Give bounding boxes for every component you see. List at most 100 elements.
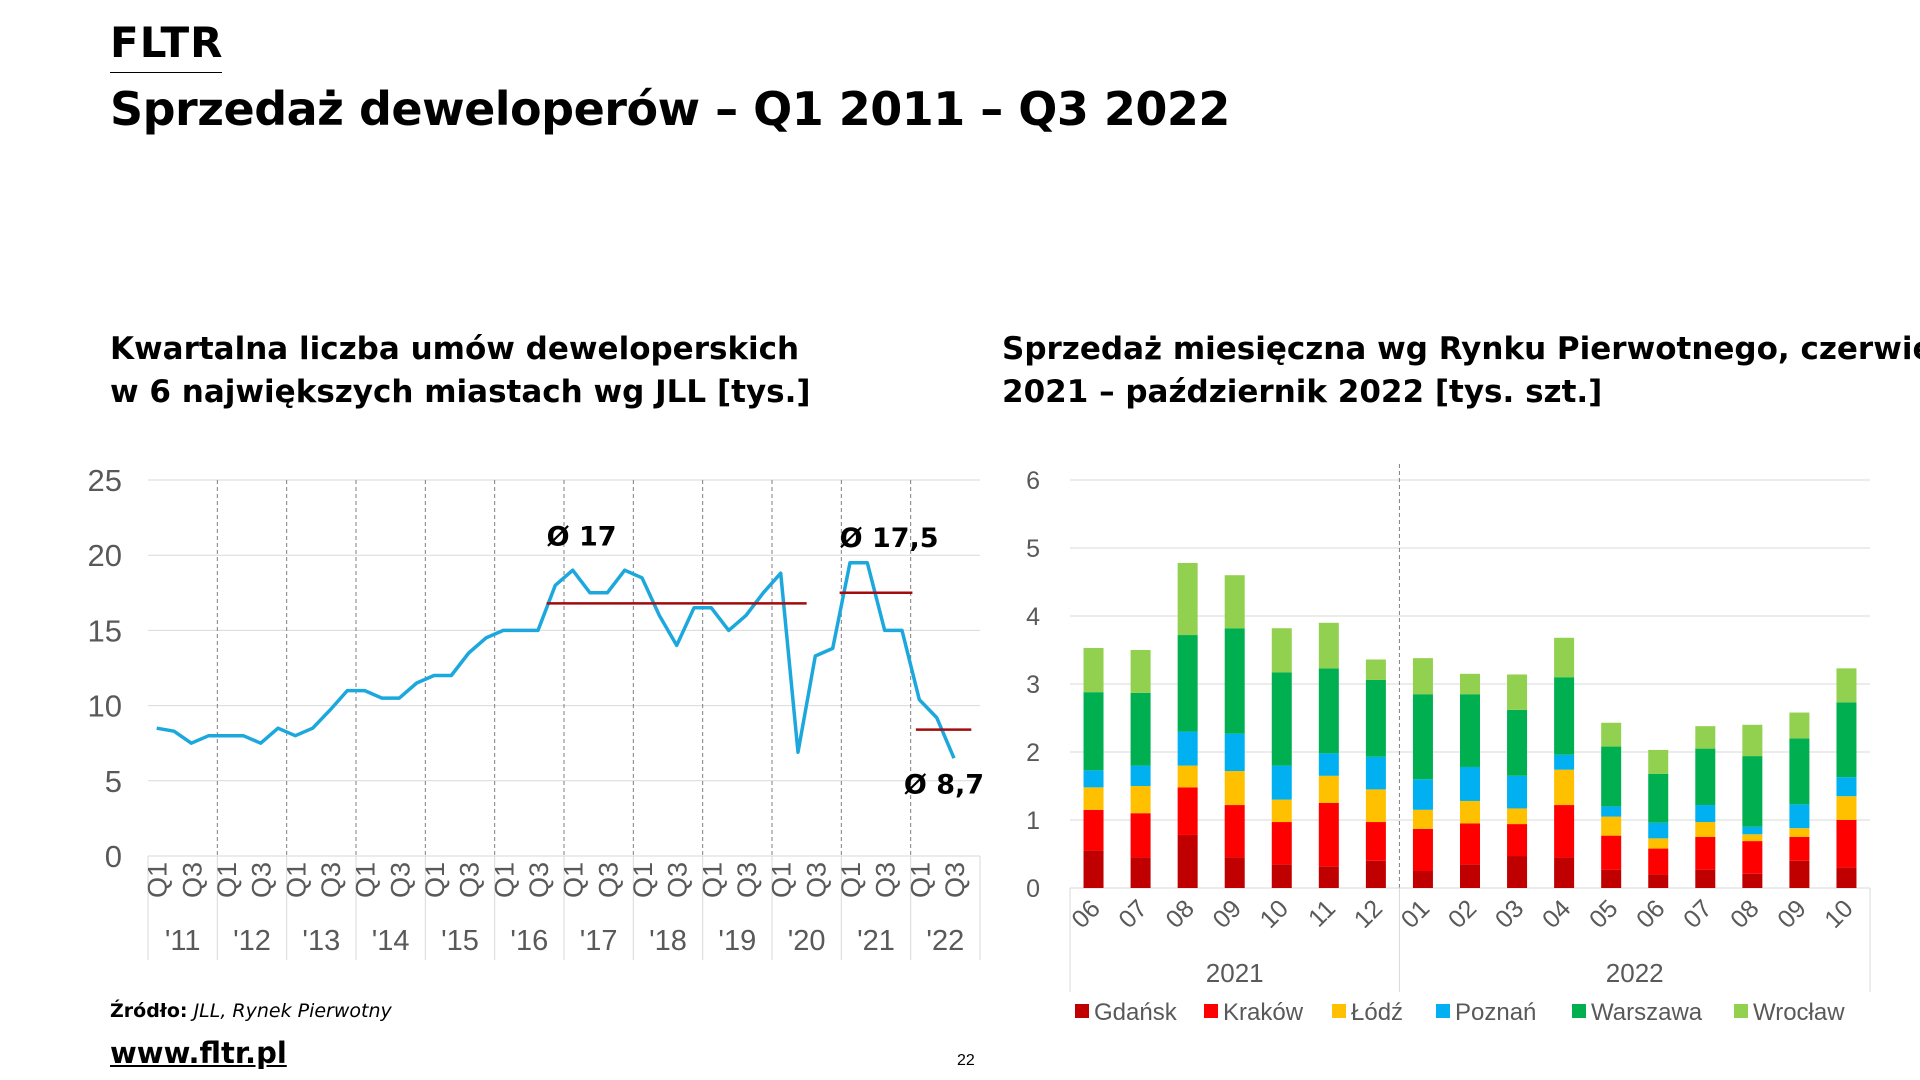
- x-tick-label: Q1: [281, 862, 311, 898]
- bar-segment: [1365, 822, 1386, 861]
- bar-segment: [1507, 775, 1528, 809]
- year-label: '14: [372, 925, 410, 957]
- x-tick-label: 06: [1066, 894, 1105, 933]
- bar-segment: [1507, 824, 1528, 857]
- bar-segment: [1083, 692, 1104, 771]
- x-tick-label: 09: [1207, 894, 1246, 933]
- bar-segment: [1365, 860, 1386, 888]
- bar-segment: [1601, 806, 1622, 817]
- legend-label: Łódź: [1351, 999, 1403, 1026]
- x-tick-label: Q1: [836, 862, 866, 898]
- bar-segment: [1789, 738, 1810, 805]
- bar-segment: [1412, 694, 1433, 780]
- x-tick-label: Q3: [593, 862, 623, 898]
- bar-segment: [1412, 779, 1433, 810]
- year-label: '22: [926, 925, 964, 957]
- bar-segment: [1695, 726, 1716, 749]
- bar-segment: [1365, 756, 1386, 790]
- bar-segment: [1648, 822, 1669, 839]
- bar-segment: [1177, 834, 1198, 888]
- bar-segment: [1224, 771, 1245, 806]
- bar-segment: [1318, 668, 1339, 754]
- x-tick-label: Q3: [385, 862, 415, 898]
- year-label: '11: [165, 925, 201, 957]
- bar-segment: [1130, 765, 1151, 786]
- right-chart-title-line1: Sprzedaż miesięczna wg Rynku Pierwotnego…: [1002, 331, 1920, 367]
- x-tick-label: Q3: [940, 862, 970, 898]
- bar-segment: [1365, 789, 1386, 823]
- bar-segment: [1554, 677, 1575, 755]
- y-tick-label: 1: [1026, 807, 1040, 835]
- legend-label: Warszawa: [1591, 999, 1703, 1026]
- y-tick-label: 0: [105, 839, 122, 874]
- x-tick-label: Q3: [871, 862, 901, 898]
- bar-segment: [1460, 694, 1480, 767]
- bar-segment: [1601, 722, 1622, 747]
- page-title: Sprzedaż deweloperów – Q1 2011 – Q3 2022: [110, 82, 1230, 136]
- bar-segment: [1648, 749, 1669, 774]
- bar-segment: [1177, 562, 1198, 636]
- x-tick-label: 10: [1255, 894, 1294, 933]
- x-tick-label: 06: [1631, 894, 1670, 933]
- x-tick-label: Q3: [732, 862, 762, 898]
- bar-segment: [1836, 702, 1857, 778]
- x-tick-label: 03: [1490, 894, 1529, 933]
- legend-label: Kraków: [1223, 999, 1304, 1026]
- y-tick-label: 4: [1026, 603, 1040, 631]
- x-tick-label: 07: [1113, 894, 1152, 933]
- year-label: '16: [510, 925, 548, 957]
- year-label: '12: [233, 925, 271, 957]
- x-tick-label: 04: [1537, 894, 1577, 934]
- y-tick-label: 2: [1026, 739, 1040, 767]
- legend-swatch: [1332, 1004, 1346, 1018]
- right-chart-title: Sprzedaż miesięczna wg Rynku Pierwotnego…: [1002, 328, 1920, 414]
- x-tick-label: 11: [1303, 894, 1341, 932]
- x-tick-label: Q1: [905, 862, 935, 898]
- bar-segment: [1554, 754, 1575, 770]
- page-number: 22: [957, 1052, 975, 1069]
- x-tick-label: 10: [1819, 894, 1858, 933]
- x-tick-label: Q1: [559, 862, 589, 898]
- bar-segment: [1318, 753, 1339, 776]
- bar-segment: [1507, 709, 1528, 776]
- bar-segment: [1836, 777, 1857, 797]
- legend-swatch: [1075, 1004, 1089, 1018]
- bar-segment: [1130, 650, 1151, 693]
- series-line: [156, 560, 956, 759]
- bar-segment: [1789, 804, 1810, 829]
- x-tick-label: Q1: [489, 862, 519, 898]
- bar-segment: [1177, 731, 1198, 766]
- year-label: '15: [441, 925, 479, 957]
- website-link[interactable]: www.fltr.pl: [110, 1036, 287, 1070]
- bar-segment: [1460, 864, 1480, 888]
- source-text: JLL, Rynek Pierwotny: [193, 1000, 392, 1022]
- bar-segment: [1836, 796, 1857, 820]
- y-tick-label: 3: [1026, 671, 1040, 699]
- legend-swatch: [1572, 1004, 1586, 1018]
- bar-segment: [1554, 805, 1575, 858]
- bar-segment: [1836, 668, 1857, 703]
- x-tick-label: Q3: [455, 862, 485, 898]
- year-group-label: 2021: [1206, 958, 1264, 988]
- bar-segment: [1695, 869, 1716, 888]
- bar-segment: [1318, 866, 1339, 888]
- bar-segment: [1742, 873, 1763, 888]
- x-tick-label: Q3: [524, 862, 554, 898]
- x-tick-label: 08: [1725, 894, 1764, 933]
- bar-segment: [1554, 769, 1575, 806]
- y-tick-label: 5: [105, 764, 122, 799]
- left-chart-title-line2: w 6 największych miastach wg JLL [tys.]: [110, 374, 811, 410]
- bar-segment: [1695, 837, 1716, 870]
- bar-segment: [1789, 828, 1810, 837]
- left-chart-title: Kwartalna liczba umów deweloperskich w 6…: [110, 328, 811, 414]
- bar-segment: [1836, 820, 1857, 868]
- bar-segment: [1648, 838, 1669, 849]
- x-tick-label: Q1: [420, 862, 450, 898]
- bar-segment: [1083, 809, 1104, 851]
- bar-segment: [1507, 856, 1528, 888]
- year-label: '13: [302, 925, 340, 957]
- bar-segment: [1601, 816, 1622, 836]
- x-tick-label: Q1: [628, 862, 658, 898]
